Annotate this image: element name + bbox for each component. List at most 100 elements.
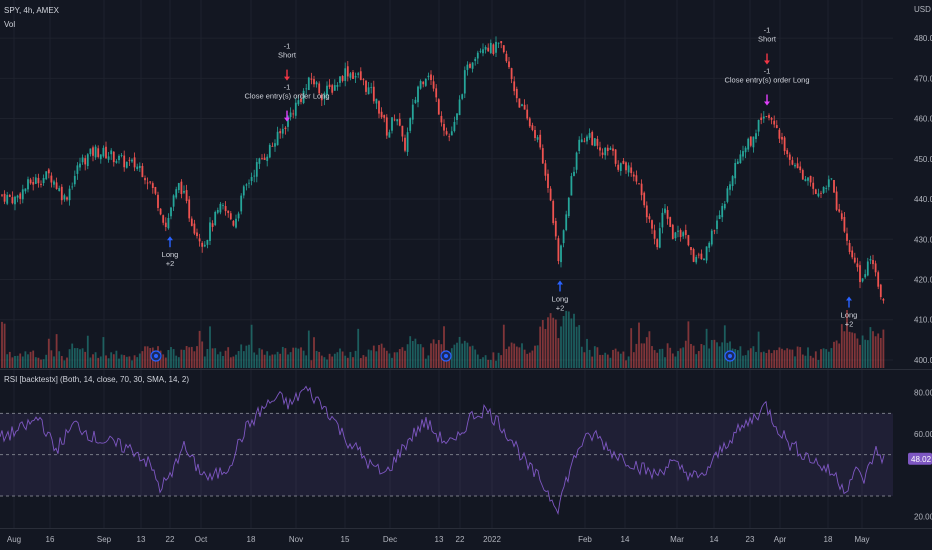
candle-body[interactable] bbox=[268, 144, 271, 158]
candle-body[interactable] bbox=[482, 49, 484, 54]
candle-body[interactable] bbox=[417, 86, 419, 103]
candle-body[interactable] bbox=[310, 78, 313, 80]
candle-body[interactable] bbox=[781, 136, 783, 140]
candle-body[interactable] bbox=[263, 157, 266, 161]
candle-body[interactable] bbox=[723, 204, 726, 209]
candle-body[interactable] bbox=[773, 120, 776, 125]
candle-body[interactable] bbox=[237, 213, 240, 219]
candle-body[interactable] bbox=[794, 164, 796, 167]
candle-body[interactable] bbox=[201, 242, 204, 247]
candle-body[interactable] bbox=[255, 162, 258, 177]
candle-body[interactable] bbox=[419, 81, 422, 89]
candle-body[interactable] bbox=[653, 230, 656, 239]
candle-body[interactable] bbox=[45, 171, 48, 180]
candle-body[interactable] bbox=[874, 263, 877, 273]
candle-body[interactable] bbox=[479, 50, 482, 52]
candle-body[interactable] bbox=[575, 152, 578, 170]
candle-body[interactable] bbox=[94, 146, 97, 158]
candle-body[interactable] bbox=[344, 68, 347, 81]
candle-body[interactable] bbox=[523, 104, 526, 110]
candle-body[interactable] bbox=[718, 215, 721, 219]
candle-body[interactable] bbox=[882, 299, 885, 301]
candle-body[interactable] bbox=[762, 116, 765, 119]
candle-body[interactable] bbox=[757, 119, 760, 132]
candle-body[interactable] bbox=[596, 138, 599, 146]
candle-body[interactable] bbox=[749, 136, 752, 146]
candle-body[interactable] bbox=[328, 84, 331, 88]
candle-body[interactable] bbox=[632, 174, 635, 177]
candle-body[interactable] bbox=[492, 44, 495, 54]
candle-body[interactable] bbox=[190, 218, 193, 226]
candle-body[interactable] bbox=[510, 68, 513, 80]
candle-body[interactable] bbox=[796, 163, 799, 169]
candle-body[interactable] bbox=[853, 257, 856, 263]
candle-body[interactable] bbox=[131, 159, 133, 162]
candle-body[interactable] bbox=[864, 274, 867, 278]
candle-body[interactable] bbox=[300, 98, 302, 102]
candle-body[interactable] bbox=[513, 81, 516, 92]
candle-body[interactable] bbox=[27, 179, 29, 190]
candle-body[interactable] bbox=[682, 232, 685, 237]
candle-body[interactable] bbox=[294, 102, 297, 116]
candle-body[interactable] bbox=[677, 230, 679, 232]
candle-body[interactable] bbox=[289, 112, 292, 118]
candle-body[interactable] bbox=[679, 230, 682, 238]
candle-body[interactable] bbox=[736, 161, 739, 165]
candle-body[interactable] bbox=[471, 62, 474, 69]
candle-body[interactable] bbox=[606, 147, 609, 152]
candle-body[interactable] bbox=[760, 117, 763, 120]
candle-body[interactable] bbox=[1, 194, 3, 196]
candle-body[interactable] bbox=[536, 137, 539, 140]
candle-body[interactable] bbox=[687, 235, 690, 246]
candle-body[interactable] bbox=[544, 163, 547, 176]
candle-body[interactable] bbox=[502, 45, 505, 53]
candle-body[interactable] bbox=[6, 194, 9, 204]
candle-body[interactable] bbox=[305, 88, 308, 90]
candle-body[interactable] bbox=[814, 189, 817, 194]
candle-body[interactable] bbox=[196, 232, 198, 237]
candle-body[interactable] bbox=[320, 94, 323, 101]
candle-body[interactable] bbox=[599, 147, 601, 151]
candle-body[interactable] bbox=[11, 197, 14, 204]
candle-body[interactable] bbox=[86, 154, 89, 167]
candle-body[interactable] bbox=[648, 216, 651, 220]
candle-body[interactable] bbox=[448, 136, 451, 138]
candle-body[interactable] bbox=[739, 154, 742, 164]
candle-body[interactable] bbox=[484, 46, 487, 50]
candle-body[interactable] bbox=[339, 76, 341, 83]
candle-body[interactable] bbox=[708, 242, 711, 248]
candle-body[interactable] bbox=[214, 211, 217, 226]
candle-body[interactable] bbox=[635, 175, 638, 182]
candle-body[interactable] bbox=[219, 203, 222, 213]
candle-body[interactable] bbox=[450, 131, 453, 136]
candle-body[interactable] bbox=[307, 77, 310, 90]
candle-body[interactable] bbox=[125, 161, 128, 168]
candle-body[interactable] bbox=[586, 136, 588, 142]
candle-body[interactable] bbox=[825, 188, 828, 189]
candle-body[interactable] bbox=[118, 155, 120, 161]
price-axis[interactable]: 480.00 470.00 460.00 450.00 440.00 430.00 420.… bbox=[914, 34, 932, 365]
candle-body[interactable] bbox=[651, 220, 653, 229]
event-marker-icon[interactable] bbox=[440, 350, 452, 362]
candle-body[interactable] bbox=[435, 88, 438, 98]
candle-body[interactable] bbox=[518, 98, 521, 108]
candle-body[interactable] bbox=[547, 173, 549, 188]
candle-body[interactable] bbox=[333, 85, 336, 91]
candle-body[interactable] bbox=[578, 139, 581, 151]
volume-indicator-label[interactable]: Vol bbox=[4, 20, 15, 29]
candle-body[interactable] bbox=[16, 195, 19, 198]
candle-body[interactable] bbox=[349, 73, 352, 78]
candle-body[interactable] bbox=[869, 259, 872, 261]
candle-body[interactable] bbox=[456, 113, 458, 120]
candle-body[interactable] bbox=[747, 138, 750, 150]
candle-body[interactable] bbox=[284, 127, 287, 129]
time-axis[interactable]: Aug 16 Sep 13 22 Oct 18 Nov 15 Dec 13 22 2022 Feb 14 Ma… bbox=[7, 535, 870, 544]
candle-body[interactable] bbox=[385, 117, 388, 136]
candle-body[interactable] bbox=[391, 117, 393, 131]
candle-body[interactable] bbox=[115, 161, 118, 163]
candle-body[interactable] bbox=[627, 165, 630, 173]
candle-body[interactable] bbox=[526, 109, 529, 119]
candle-body[interactable] bbox=[466, 64, 469, 70]
candle-body[interactable] bbox=[531, 125, 534, 130]
candle-body[interactable] bbox=[97, 148, 100, 157]
